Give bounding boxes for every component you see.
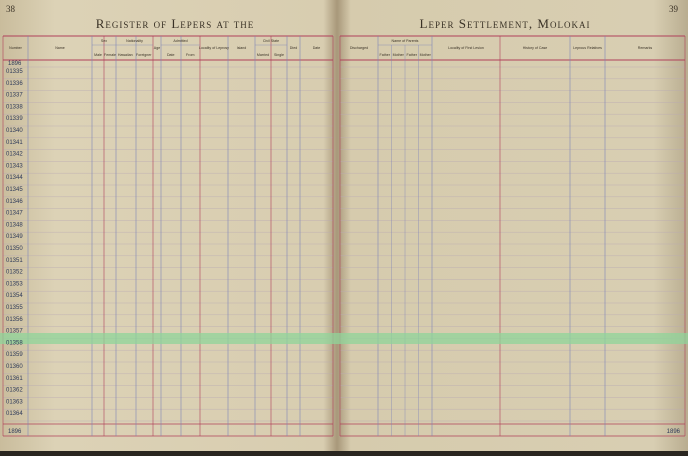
row-number: 01349 — [6, 234, 23, 240]
column-header: Remarks — [638, 46, 653, 50]
column-subheader: Father — [380, 53, 391, 57]
page-number: 38 — [6, 4, 16, 14]
column-header: Locality of Leprosy — [199, 46, 229, 50]
row-number: 01358 — [6, 340, 23, 346]
column-header: Died — [290, 46, 297, 50]
column-subheader: Single — [274, 53, 284, 57]
row-number: 01355 — [6, 305, 23, 311]
row-number: 01343 — [6, 163, 23, 169]
row-number: 01360 — [6, 364, 23, 370]
row-number: 01337 — [6, 93, 23, 99]
column-header: Discharged — [350, 46, 368, 50]
year-label: 1896 — [667, 429, 681, 435]
row-number: 01357 — [6, 329, 23, 335]
row-number: 01346 — [6, 199, 23, 205]
column-subheader: Female — [104, 53, 116, 57]
column-subheader: From — [186, 53, 194, 57]
column-header: Name of Parents — [392, 39, 419, 43]
row-number: 01336 — [6, 81, 23, 87]
row-number: 01340 — [6, 128, 23, 134]
row-number: 01356 — [6, 317, 23, 323]
row-number: 01364 — [6, 411, 23, 417]
column-header: Date — [313, 46, 321, 50]
column-subheader: Foreigner — [136, 53, 152, 57]
column-header: Island — [237, 46, 247, 50]
year-label: 1896 — [8, 61, 22, 67]
column-subheader: Mother — [393, 53, 405, 57]
column-header: Locality of First Lesion — [448, 46, 484, 50]
column-subheader: Hawaiian — [118, 53, 133, 57]
row-number: 01342 — [6, 152, 23, 158]
ruling — [2, 35, 686, 437]
row-number: 01347 — [6, 211, 23, 217]
row-number: 01351 — [6, 258, 23, 264]
year-label: 1896 — [8, 429, 22, 435]
row-number: 01335 — [6, 69, 23, 75]
row-number: 01352 — [6, 270, 23, 276]
row-number: 01362 — [6, 388, 23, 394]
page-number: 39 — [669, 4, 679, 14]
column-header: Admitted — [173, 39, 187, 43]
column-header: Sex — [101, 39, 107, 43]
column-header: Name — [55, 46, 65, 50]
column-header: Age — [154, 46, 160, 50]
row-number: 01341 — [6, 140, 23, 146]
row-number: 01339 — [6, 116, 23, 122]
column-subheader: Mother — [420, 53, 432, 57]
row-number: 01359 — [6, 352, 23, 358]
row-number: 01348 — [6, 222, 23, 228]
row-number: 01344 — [6, 175, 23, 181]
column-header: Leprous Relatives — [573, 46, 602, 50]
row-number: 01353 — [6, 281, 23, 287]
row-number: 01350 — [6, 246, 23, 252]
page-title: Leper Settlement, Molokai — [420, 16, 591, 31]
page-title: Register of Lepers at the — [96, 16, 255, 31]
row-number: 01338 — [6, 104, 23, 110]
column-header: Number — [9, 46, 23, 50]
column-subheader: Married — [257, 53, 269, 57]
row-number: 01363 — [6, 399, 23, 405]
column-subheader: Male — [94, 53, 102, 57]
column-subheader: Father — [407, 53, 418, 57]
column-subheader: Date — [167, 53, 175, 57]
scan-artifact — [0, 333, 688, 344]
column-header: Civil State — [263, 39, 279, 43]
column-header: Nationality — [126, 39, 143, 43]
row-number: 01354 — [6, 293, 23, 299]
row-number: 01361 — [6, 376, 23, 382]
row-number: 01345 — [6, 187, 23, 193]
column-header: History of Case — [523, 46, 548, 50]
